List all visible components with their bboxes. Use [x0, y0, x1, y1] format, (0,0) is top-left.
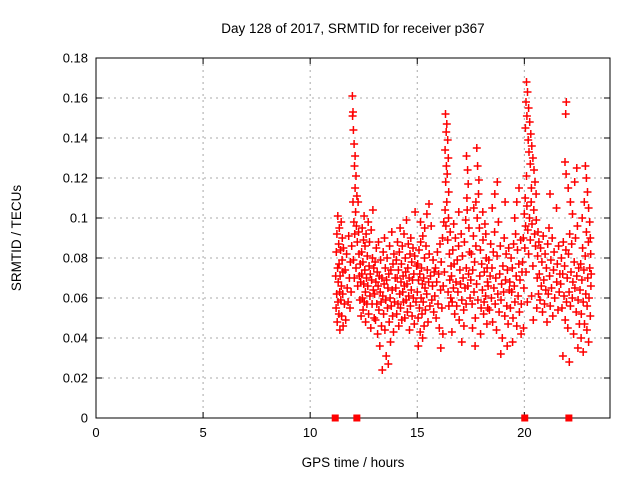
y-tick-label: 0.1	[70, 211, 88, 226]
x-tick-labels: 0 5 10 15 20	[92, 425, 531, 440]
chart-title: Day 128 of 2017, SRMTID for receiver p36…	[221, 21, 484, 36]
grid-lines	[96, 58, 610, 418]
y-tick-label: 0.12	[63, 171, 88, 186]
x-tick-label: 0	[92, 425, 99, 440]
y-tick-label: 0.16	[63, 91, 88, 106]
zero-value-markers	[331, 414, 573, 422]
y-tick-label: 0.04	[63, 331, 88, 346]
x-tick-label: 15	[410, 425, 424, 440]
zero-square-marker	[521, 414, 529, 422]
y-tick-label: 0.18	[63, 51, 88, 66]
plot-border	[95, 57, 611, 419]
y-tick-label: 0.08	[63, 251, 88, 266]
x-tick-label: 20	[517, 425, 531, 440]
data-points	[331, 78, 596, 374]
y-tick-labels: 0 0.02 0.04 0.06 0.08 0.1 0.12 0.14 0.16 0.18	[63, 51, 88, 426]
zero-square-marker	[353, 414, 361, 422]
y-tick-label: 0.02	[63, 371, 88, 386]
x-tick-label: 5	[199, 425, 206, 440]
zero-square-marker	[331, 414, 339, 422]
y-axis-label: SRMTID / TECUs	[9, 185, 24, 292]
x-axis-label: GPS time / hours	[302, 455, 405, 470]
scatter-plus-markers	[331, 78, 596, 374]
y-tick-label: 0	[81, 411, 88, 426]
y-tick-label: 0.14	[63, 131, 88, 146]
y-tick-label: 0.06	[63, 291, 88, 306]
zero-square-marker	[565, 414, 573, 422]
x-tick-label: 10	[303, 425, 317, 440]
